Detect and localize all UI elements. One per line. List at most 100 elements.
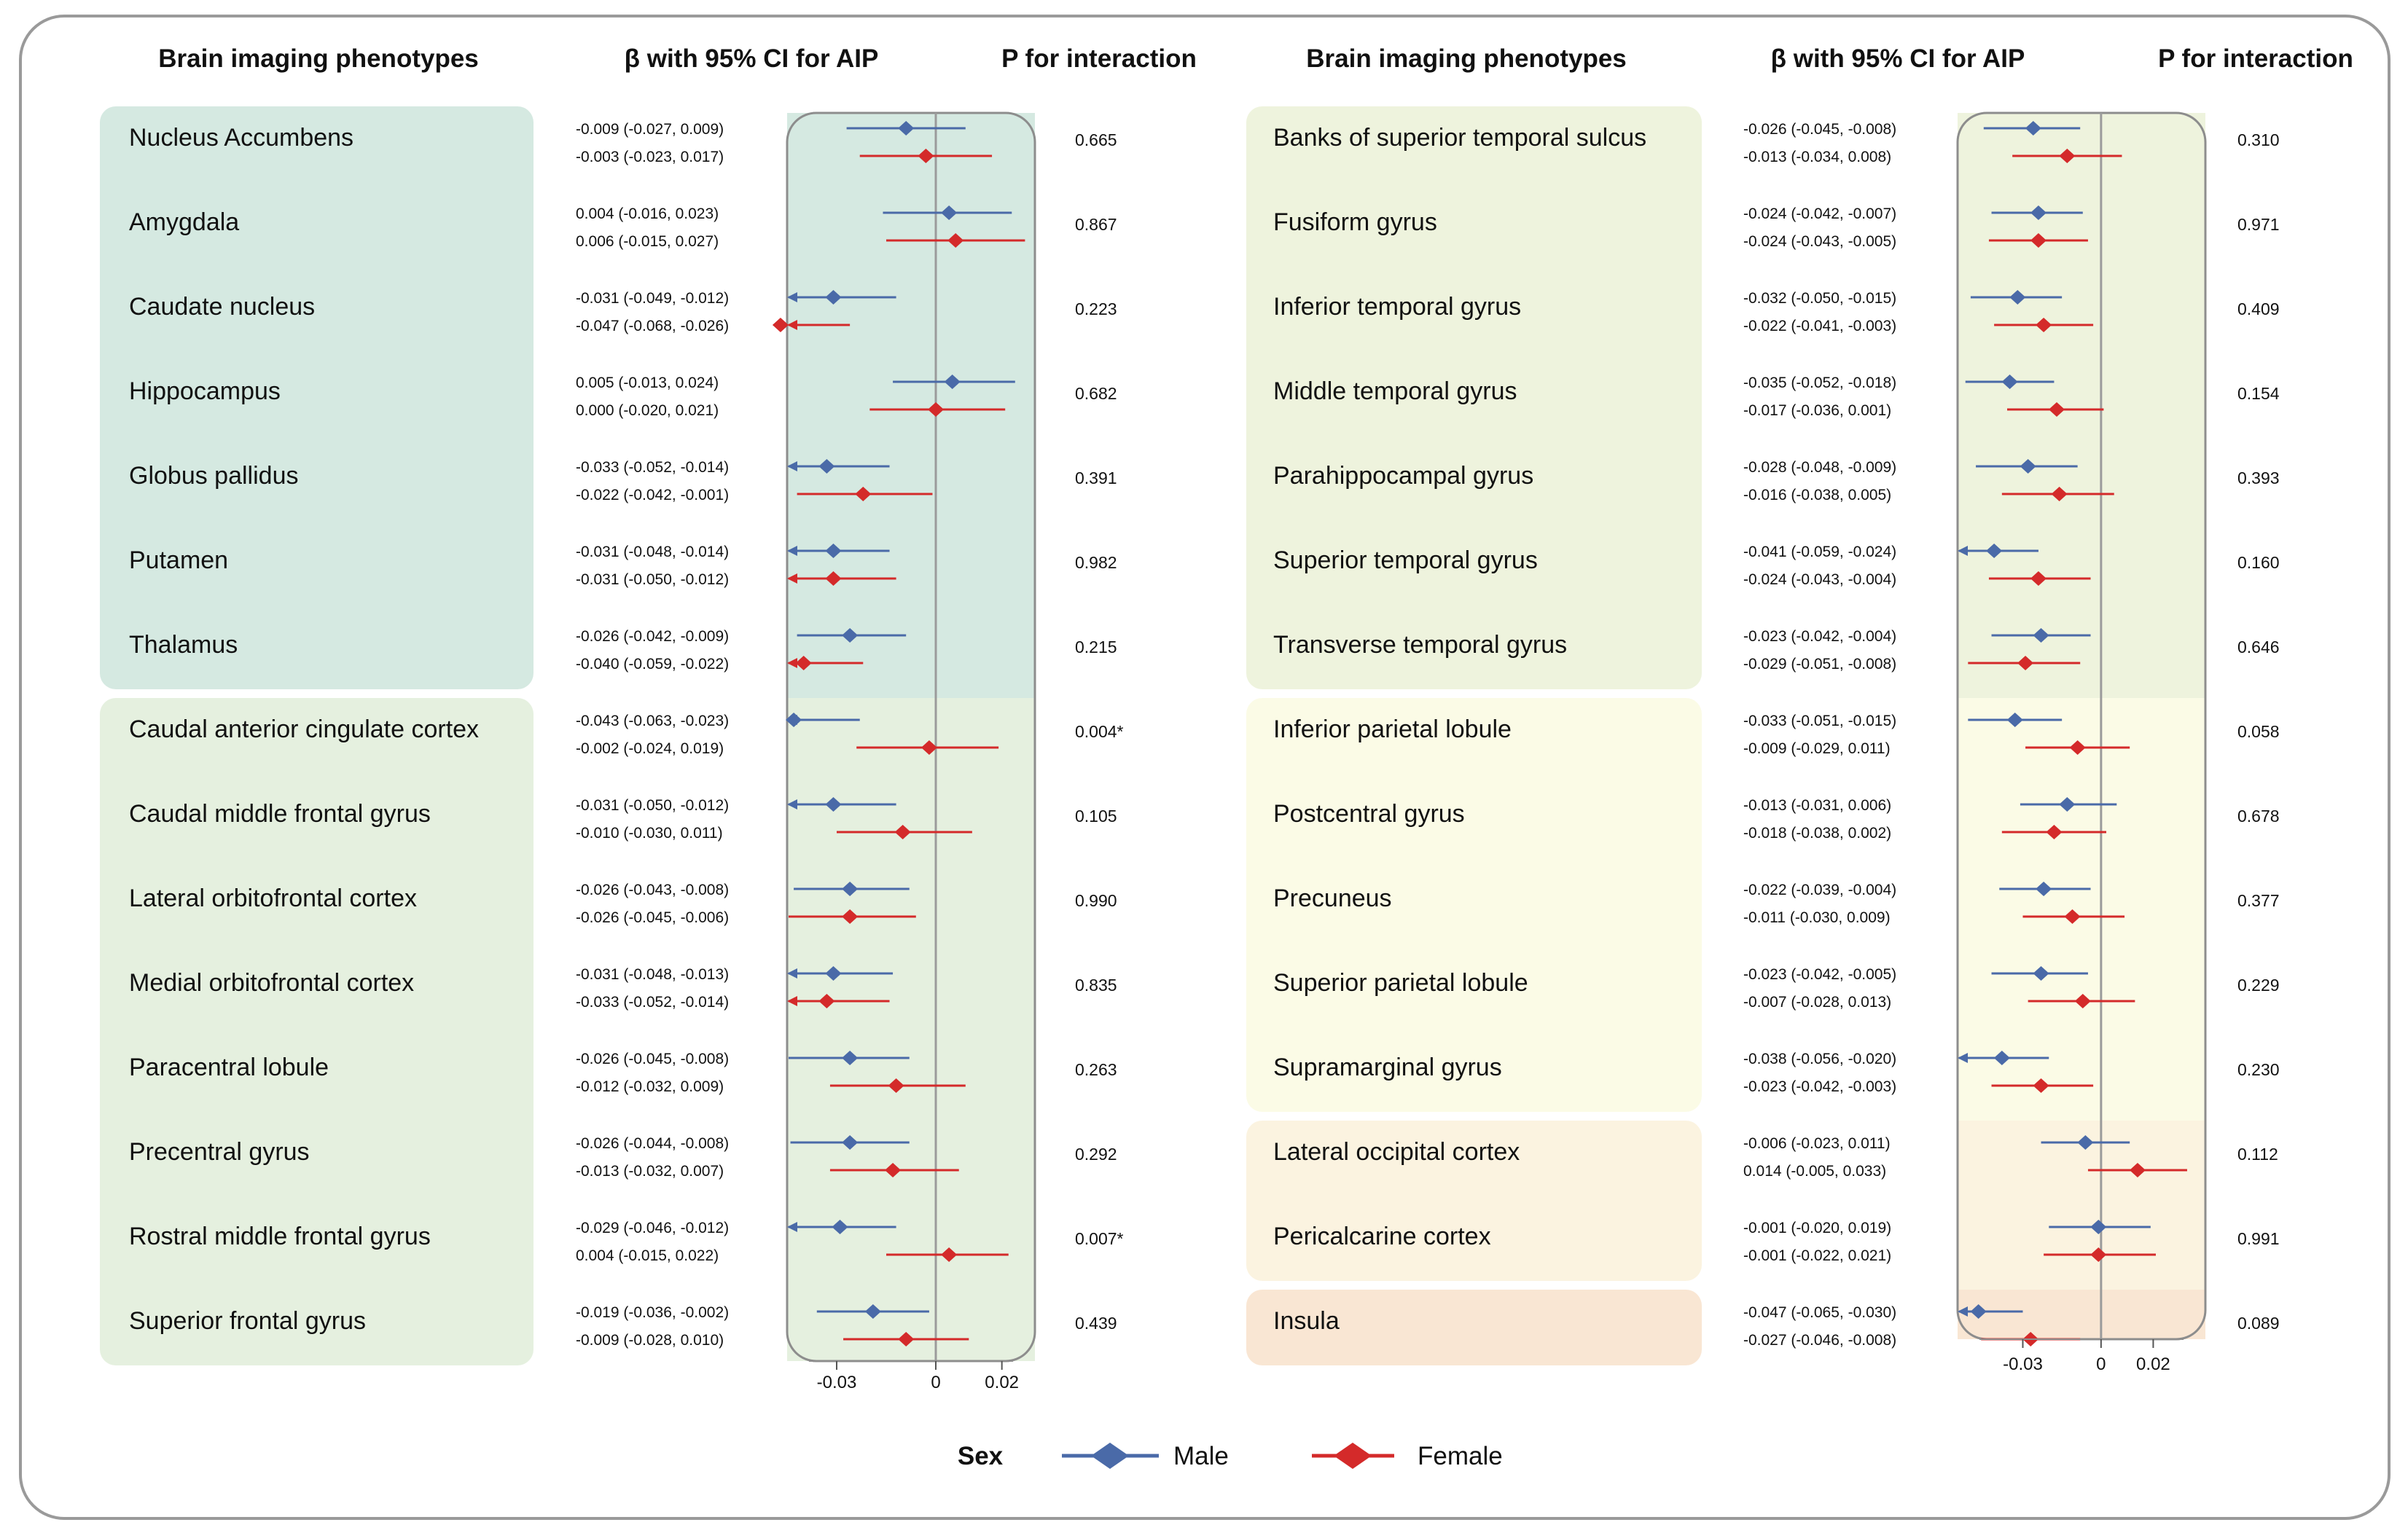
left-p-interaction: 0.007* — [1075, 1229, 1124, 1248]
left-p-interaction: 0.292 — [1075, 1145, 1117, 1164]
right-phenotype-name: Inferior temporal gyrus — [1273, 293, 1521, 321]
right-phenotype-name: Supramarginal gyrus — [1273, 1054, 1502, 1081]
left-phenotype-name: Putamen — [129, 546, 228, 574]
left-axis-tick-label: 0.02 — [985, 1373, 1019, 1392]
right-male-point — [1986, 544, 2003, 558]
left-female-estimate-label: -0.047 (-0.068, -0.026) — [576, 318, 729, 334]
right-female-estimate-label: -0.011 (-0.030, 0.009) — [1743, 909, 1891, 926]
right-female-point — [2017, 656, 2034, 670]
right-phenotype-name: Superior parietal lobule — [1273, 969, 1528, 997]
left-female-ci-arrow — [787, 573, 797, 584]
left-female-estimate-label: -0.012 (-0.032, 0.009) — [576, 1078, 724, 1095]
left-female-point — [894, 825, 911, 839]
left-male-estimate-label: -0.043 (-0.063, -0.023) — [576, 713, 729, 729]
right-p-interaction: 0.377 — [2237, 891, 2280, 910]
right-male-estimate-label: -0.038 (-0.056, -0.020) — [1743, 1051, 1896, 1067]
right-phenotype-name: Postcentral gyrus — [1273, 800, 1465, 828]
left-group-bg-subcortical — [100, 106, 533, 689]
left-phenotype-name: Thalamus — [129, 631, 238, 659]
right-male-estimate-label: -0.028 (-0.048, -0.009) — [1743, 459, 1896, 476]
left-group-bg-frontal-cingulate — [100, 698, 533, 1365]
left-female-estimate-label: -0.013 (-0.032, 0.007) — [576, 1163, 724, 1180]
right-male-estimate-label: -0.006 (-0.023, 0.011) — [1743, 1135, 1891, 1152]
legend-female-diamond — [1334, 1443, 1372, 1469]
right-phenotype-header: Brain imaging phenotypes — [1306, 44, 1627, 73]
left-female-point — [920, 740, 937, 755]
right-male-estimate-label: -0.035 (-0.052, -0.018) — [1743, 375, 1896, 391]
right-x-axis: -0.03 0 0.02 — [1979, 1338, 2184, 1374]
right-row-texts: Banks of superior temporal sulcus -0.026 … — [1273, 121, 2280, 1349]
right-male-point — [1993, 1051, 2010, 1065]
right-plot-shade-temporal — [1958, 113, 2205, 698]
left-male-point — [842, 628, 859, 643]
left-male-ci-arrow — [787, 1222, 797, 1232]
left-female-point — [888, 1078, 904, 1093]
left-female-estimate-label: 0.000 (-0.020, 0.021) — [576, 402, 719, 419]
left-female-point — [941, 1247, 958, 1262]
right-phenotype-name: Banks of superior temporal sulcus — [1273, 124, 1646, 152]
left-female-point — [947, 233, 964, 248]
legend-title: Sex — [958, 1442, 1004, 1470]
right-female-point — [2030, 233, 2047, 248]
right-female-estimate-label: -0.024 (-0.043, -0.005) — [1743, 233, 1896, 250]
left-female-point — [825, 571, 842, 586]
left-female-estimate-label: -0.009 (-0.028, 0.010) — [576, 1332, 724, 1349]
right-male-estimate-label: -0.022 (-0.039, -0.004) — [1743, 882, 1896, 898]
right-male-point — [2059, 797, 2076, 812]
right-female-estimate-label: -0.016 (-0.038, 0.005) — [1743, 487, 1891, 503]
left-phenotype-name: Caudal anterior cingulate cortex — [129, 715, 479, 743]
right-female-point — [2030, 571, 2047, 586]
left-p-interaction: 0.215 — [1075, 638, 1117, 656]
right-p-interaction: 0.409 — [2237, 299, 2280, 318]
left-male-estimate-label: -0.029 (-0.046, -0.012) — [576, 1220, 729, 1236]
legend-female-label: Female — [1418, 1442, 1503, 1470]
left-male-estimate-label: -0.031 (-0.050, -0.012) — [576, 797, 729, 814]
right-female-estimate-label: -0.022 (-0.041, -0.003) — [1743, 318, 1896, 334]
right-female-point — [2049, 402, 2065, 417]
left-male-estimate-label: -0.026 (-0.043, -0.008) — [576, 882, 729, 898]
left-group-backgrounds — [100, 106, 1035, 1365]
left-male-point — [842, 882, 859, 896]
right-p-interaction: 0.112 — [2237, 1145, 2278, 1164]
left-female-estimate-label: -0.031 (-0.050, -0.012) — [576, 571, 729, 588]
right-group-bg-insula — [1246, 1290, 1702, 1365]
right-male-point — [2009, 290, 2026, 305]
right-male-estimate-label: -0.023 (-0.042, -0.004) — [1743, 628, 1896, 645]
left-phenotype-name: Precentral gyrus — [129, 1138, 310, 1166]
right-male-estimate-label: -0.032 (-0.050, -0.015) — [1743, 290, 1896, 307]
right-p-interaction: 0.089 — [2237, 1314, 2280, 1333]
right-male-point — [2033, 966, 2049, 981]
left-row-texts: Nucleus Accumbens -0.009 (-0.027, 0.009) -… — [129, 121, 1124, 1349]
left-male-ci-arrow — [787, 968, 797, 979]
left-p-interaction: 0.990 — [1075, 891, 1117, 910]
left-phenotype-name: Caudate nucleus — [129, 293, 315, 321]
right-male-point — [2006, 713, 2023, 727]
left-male-point — [864, 1304, 881, 1319]
left-phenotype-name: Caudal middle frontal gyrus — [129, 800, 431, 828]
left-p-interaction: 0.004* — [1075, 722, 1124, 741]
left-female-estimate-label: -0.010 (-0.030, 0.011) — [576, 825, 723, 842]
left-p-interaction: 0.223 — [1075, 299, 1117, 318]
right-axis-tick-label: 0 — [2096, 1354, 2106, 1374]
right-female-point — [2129, 1163, 2146, 1177]
right-phenotype-name: Fusiform gyrus — [1273, 208, 1437, 236]
right-p-interaction: 0.229 — [2237, 976, 2280, 995]
right-phenotype-name: Insula — [1273, 1307, 1340, 1335]
left-p-interaction: 0.867 — [1075, 215, 1117, 234]
left-female-ci-arrow — [787, 320, 797, 330]
left-x-axis: -0.03 0 0.02 — [809, 1360, 1019, 1392]
right-female-point — [2033, 1078, 2049, 1093]
right-female-estimate-label: -0.023 (-0.042, -0.003) — [1743, 1078, 1896, 1095]
left-male-point — [825, 290, 842, 305]
right-p-interaction: 0.991 — [2237, 1229, 2280, 1248]
right-phenotype-name: Transverse temporal gyrus — [1273, 631, 1567, 659]
legend-male-diamond — [1091, 1443, 1129, 1469]
left-female-point — [855, 487, 872, 501]
right-male-estimate-label: -0.023 (-0.042, -0.005) — [1743, 966, 1896, 983]
left-phenotype-name: Nucleus Accumbens — [129, 124, 353, 152]
left-female-point — [795, 656, 812, 670]
right-male-point — [2033, 628, 2049, 643]
right-male-point — [2020, 459, 2036, 474]
left-male-estimate-label: -0.033 (-0.052, -0.014) — [576, 459, 729, 476]
